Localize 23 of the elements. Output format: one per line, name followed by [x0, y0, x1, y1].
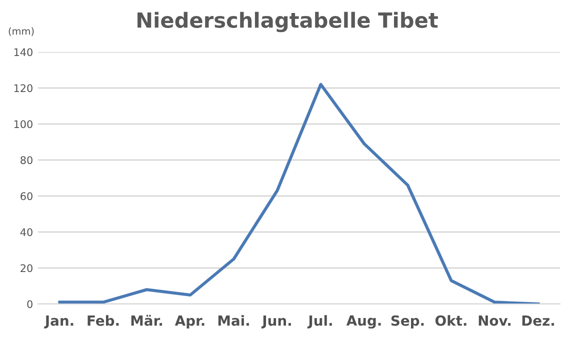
x-tick-label: Mär.	[131, 314, 162, 326]
y-tick-label: 60	[20, 192, 32, 200]
y-tick-label: 20	[20, 264, 32, 272]
x-tick-label: Dez.	[522, 316, 554, 326]
chart-title: Niederschlagtabelle Tibet	[138, 12, 438, 32]
y-tick-label: 40	[20, 228, 32, 236]
x-tick-label: Okt.	[435, 315, 466, 326]
y-tick-label: 100	[14, 120, 32, 128]
y-tick-label: 140	[14, 48, 32, 56]
y-tick-label: 0	[27, 300, 32, 308]
x-tick-label: Nov.	[478, 316, 511, 326]
line-series	[58, 82, 540, 304]
y-axis-title: (mm)	[8, 27, 34, 36]
x-tick-label: Mai.	[218, 315, 249, 326]
x-tick-label: Jan.	[44, 316, 74, 328]
x-tick-label: Jul.	[307, 315, 332, 328]
x-tick-label: Feb.	[88, 315, 119, 326]
y-tick-label: 120	[14, 84, 32, 92]
x-tick-label: Apr.	[174, 316, 204, 329]
x-tick-label: Aug.	[346, 315, 381, 329]
x-tick-label: Jun.	[261, 316, 291, 328]
y-tick-label: 80	[20, 156, 32, 164]
x-tick-label: Sep.	[391, 315, 424, 329]
